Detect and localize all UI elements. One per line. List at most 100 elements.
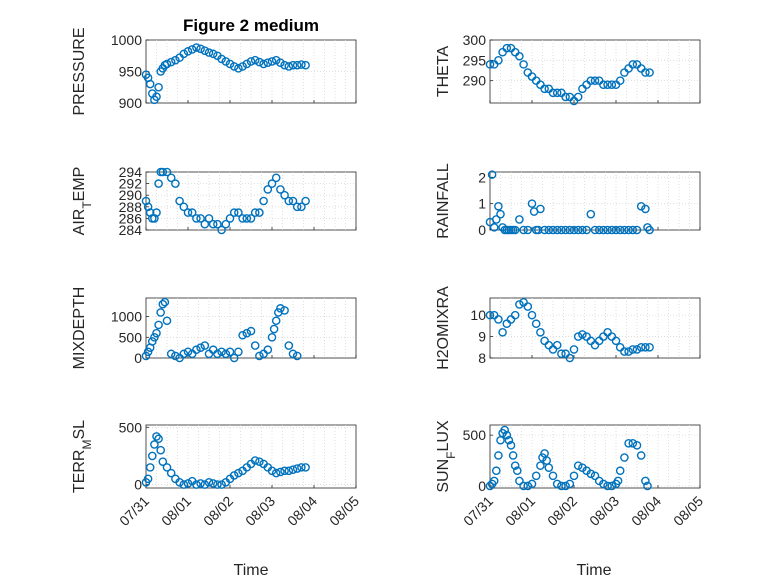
data-point (162, 167, 172, 177)
data-point (221, 57, 231, 66)
data-point (242, 328, 252, 338)
data-point (628, 345, 638, 354)
data-point (156, 445, 165, 455)
data-point (573, 332, 583, 341)
data-point (271, 316, 281, 326)
data-point (641, 476, 650, 486)
data-point (280, 306, 289, 315)
data-point (150, 440, 159, 449)
data-point (615, 76, 625, 85)
data-point (632, 441, 642, 450)
data-point (297, 60, 306, 69)
data-point (548, 88, 558, 98)
data-point (263, 58, 273, 67)
data-point (166, 468, 176, 478)
data-point (246, 214, 256, 223)
data-point (531, 471, 541, 481)
data-point (487, 170, 497, 179)
data-point (557, 481, 566, 491)
data-point (284, 466, 294, 476)
subplot-terr-msl: 0 500 TERRMSL 07/31 08/01 08/02 08/03 08/04 08/0… (71, 419, 362, 529)
data-point (152, 92, 161, 101)
data-point (250, 456, 260, 465)
data-point (200, 480, 210, 489)
data-point (143, 347, 153, 357)
data-point (280, 190, 289, 200)
data-point (276, 185, 285, 194)
data-point (255, 57, 264, 67)
y-axis-label-subscript: M (80, 440, 94, 450)
y-axis-label-main: TERR (71, 450, 88, 494)
data-point (259, 59, 268, 69)
data-point (267, 179, 277, 188)
x-tick-label: 08/03 (586, 493, 622, 529)
data-point (267, 333, 277, 342)
y-tick-label: 290 (119, 187, 143, 203)
data-point (238, 62, 247, 71)
data-point (213, 480, 222, 489)
data-point (292, 351, 302, 361)
subplot-rainfall: 0 1 2 RAINFALL (435, 163, 701, 239)
data-point (156, 308, 165, 317)
y-axis-label: PRESSURE (71, 27, 88, 115)
data-point (288, 60, 298, 70)
data-point (557, 225, 566, 235)
data-point (196, 479, 205, 488)
data-point (276, 467, 285, 477)
subplot-h2omixra: 8 9 10 H2OMIXRA (435, 286, 701, 370)
data-point (141, 351, 151, 361)
data-point (523, 225, 533, 235)
data-point (510, 310, 520, 320)
data-point (494, 201, 503, 211)
data-point (494, 56, 503, 65)
data-point (636, 201, 646, 211)
data-point (613, 476, 623, 486)
data-point (263, 185, 273, 194)
data-point (292, 202, 302, 212)
data-point (586, 76, 596, 85)
y-tick-label: 1000 (111, 32, 142, 48)
y-tick-label: 500 (463, 427, 487, 443)
y-tick-label: 0 (134, 350, 142, 366)
data-point (145, 79, 155, 89)
data-point (599, 225, 608, 235)
data-point (183, 479, 193, 488)
data-point (632, 345, 642, 354)
data-point (246, 57, 256, 66)
data-point (284, 196, 294, 206)
data-point (162, 59, 172, 69)
y-axis-label: TERRMSL (71, 420, 94, 493)
data-point (208, 479, 218, 488)
y-tick-label: 8 (478, 350, 486, 366)
data-point (208, 49, 218, 59)
subplot-pressure: 900 950 1000 PRESSURE (71, 27, 357, 116)
data-point (154, 179, 163, 188)
data-point (643, 481, 652, 491)
data-point (519, 481, 528, 491)
data-point (590, 76, 600, 85)
data-point (267, 466, 277, 476)
y-axis-label: AIRTEMP (71, 167, 94, 236)
data-point (269, 324, 279, 334)
data-point (599, 80, 608, 90)
data-point (280, 60, 289, 70)
x-tick-label: 08/01 (502, 493, 538, 529)
data-point (200, 341, 210, 350)
data-point (301, 196, 310, 206)
data-point (175, 477, 184, 487)
data-point (145, 463, 155, 472)
data-point (536, 204, 545, 214)
x-tick-label: 08/05 (670, 493, 706, 529)
data-point (255, 351, 264, 361)
data-point (229, 208, 239, 217)
plot-area (489, 171, 701, 231)
y-tick-label: 500 (119, 329, 143, 345)
y-tick-label: 290 (463, 73, 487, 89)
data-point (519, 60, 528, 69)
data-point (152, 208, 161, 217)
data-point (229, 353, 239, 363)
data-point (242, 59, 252, 69)
y-axis-label: MIXDEPTH (71, 287, 88, 370)
data-point (485, 310, 495, 320)
y-axis-label-rest: EMP (71, 167, 88, 202)
